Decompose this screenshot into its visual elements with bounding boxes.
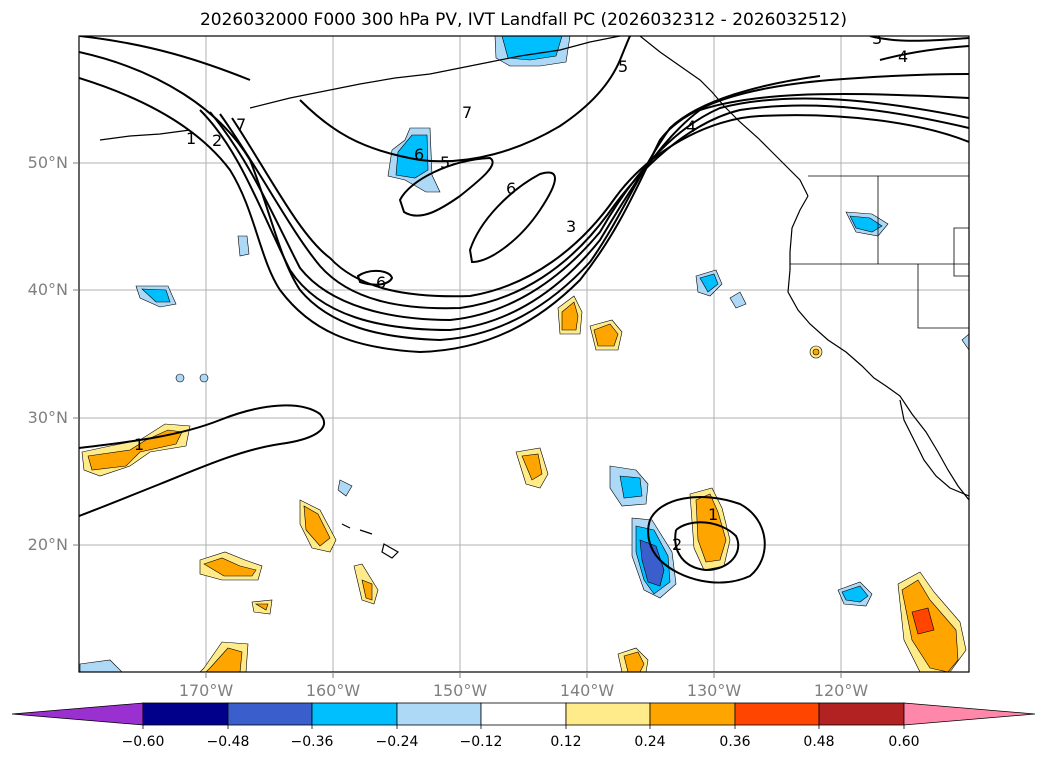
contour-label: 1 [708, 505, 718, 524]
colorbar-tick-label: −0.36 [290, 734, 334, 750]
colorbar-tick-label: 0.12 [550, 734, 582, 750]
lon-label: 150°W [432, 681, 488, 700]
contour-label: 3 [566, 217, 576, 236]
contour-label: 1 [186, 129, 196, 148]
colorbar-extend-low [11, 702, 144, 726]
contour-label: 2 [212, 131, 222, 150]
contour-line [299, 36, 631, 163]
colorbar-segment [311, 702, 398, 726]
contour-labels: 1 2 7 5 4 7 6 5 6 3 6 1 1 2 3 4 [134, 29, 908, 554]
map-frame [78, 35, 970, 673]
lon-label: 120°W [813, 681, 869, 700]
colorbar-tick-label: −0.60 [121, 734, 165, 750]
colorbar-tick-label: 0.24 [634, 734, 666, 750]
contour-label: 5 [440, 153, 450, 172]
pv-negative-core [639, 539, 665, 587]
contour-label: 2 [672, 535, 682, 554]
colorbar-segment [734, 702, 820, 726]
lon-label: 130°W [686, 681, 742, 700]
lat-label: 30°N [27, 408, 68, 427]
pv-positive-core [911, 607, 935, 635]
contour-label: 4 [686, 117, 696, 136]
colorbar-tick-label: 0.48 [803, 734, 835, 750]
pv-negative-core [395, 134, 429, 179]
lon-label: 140°W [559, 681, 615, 700]
colorbar-segment [227, 702, 313, 726]
colorbar-tick-label: 0.60 [888, 734, 920, 750]
ivt-contours [79, 36, 969, 584]
contour-line [219, 104, 969, 310]
pv-positive-core [87, 429, 183, 471]
colorbar-segment [818, 702, 905, 726]
colorbar-extend-high [903, 702, 1036, 726]
lon-label: 170°W [178, 681, 234, 700]
lon-label: 160°W [305, 681, 361, 700]
colorbar-tick-label: −0.12 [459, 734, 503, 750]
colorbar-segment [649, 702, 736, 726]
lat-label: 50°N [27, 153, 68, 172]
contour-label: 5 [618, 57, 628, 76]
contour-label: 6 [506, 179, 516, 198]
lat-label: 40°N [27, 280, 68, 299]
contour-label: 3 [872, 29, 882, 48]
colorbar-segment [142, 702, 229, 726]
colorbar [11, 702, 1036, 729]
contour-label: 6 [376, 273, 386, 292]
contour-line [398, 156, 494, 217]
contour-line [674, 521, 740, 572]
contour-line [199, 93, 969, 332]
colorbar-tick-label: −0.48 [206, 734, 250, 750]
borders [790, 175, 969, 329]
pv-shading [79, 36, 969, 672]
map-title: 2026032000 F000 300 hPa PV, IVT Landfall… [199, 10, 847, 30]
contour-line [468, 171, 556, 264]
coastlines [99, 36, 969, 559]
contour-line [79, 73, 969, 354]
contour-label: 6 [414, 145, 424, 164]
colorbar-tick-label: 0.36 [719, 734, 751, 750]
pv-negative-core [501, 36, 563, 61]
colorbar-tick-label: −0.24 [375, 734, 419, 750]
contour-line [356, 270, 394, 286]
contour-line [647, 496, 766, 584]
contour-label: 1 [134, 435, 144, 454]
contour-label: 7 [236, 115, 246, 134]
colorbar-segment [396, 702, 482, 726]
map-area: 1 2 7 5 4 7 6 5 6 3 6 1 1 2 3 4 [79, 29, 969, 672]
contour-label: 7 [462, 103, 472, 122]
contour-line [231, 114, 969, 298]
alaska-coast [249, 36, 621, 109]
colorbar-segment [565, 702, 651, 726]
colorbar-segment [480, 702, 567, 726]
west-coast [787, 195, 969, 501]
contour-label: 4 [898, 47, 908, 66]
contour-line [79, 404, 326, 517]
contour-line [209, 97, 969, 322]
lat-label: 20°N [27, 535, 68, 554]
